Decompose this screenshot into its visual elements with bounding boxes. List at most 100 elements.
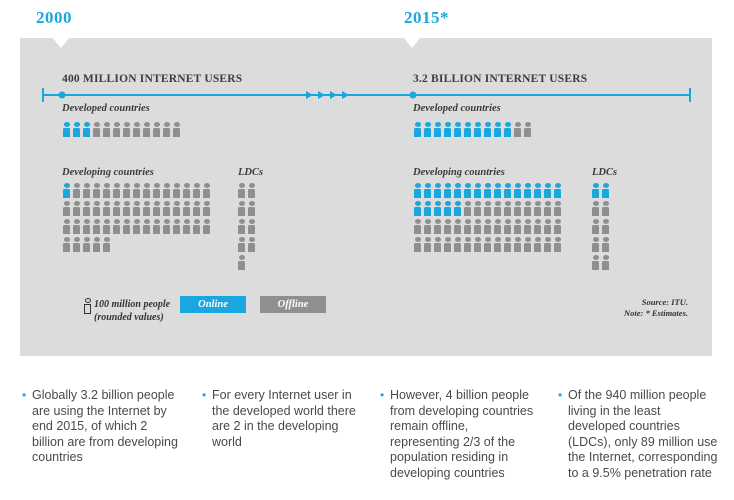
person-offline-icon: [173, 219, 180, 234]
person-online-icon: [484, 183, 491, 198]
bullet-3: • However, 4 billion people from developi…: [380, 388, 540, 481]
person-online-icon: [63, 122, 70, 137]
person-offline-icon: [484, 201, 491, 216]
person-online-icon: [454, 183, 461, 198]
person-offline-icon: [73, 219, 80, 234]
person-offline-icon: [133, 122, 140, 137]
person-online-icon: [444, 183, 451, 198]
source-note: Source: ITU. Note: * Estimates.: [624, 297, 688, 319]
person-offline-icon: [484, 237, 491, 252]
person-offline-icon: [153, 201, 160, 216]
person-online-icon: [444, 201, 451, 216]
person-offline-icon: [143, 183, 150, 198]
ldc-label-2000: LDCs: [238, 167, 264, 178]
person-offline-icon: [524, 237, 531, 252]
person-offline-icon: [514, 122, 521, 137]
person-offline-icon: [163, 201, 170, 216]
person-offline-icon: [83, 219, 90, 234]
person-online-icon: [444, 122, 451, 137]
person-offline-icon: [544, 237, 551, 252]
person-offline-icon: [238, 183, 245, 198]
person-offline-icon: [554, 219, 561, 234]
person-offline-icon: [414, 219, 421, 234]
bullet-dot-icon: •: [202, 388, 207, 402]
person-offline-icon: [554, 201, 561, 216]
person-offline-icon: [183, 219, 190, 234]
person-offline-icon: [163, 183, 170, 198]
person-offline-icon: [83, 237, 90, 252]
developed-grid-2000: [63, 122, 180, 137]
person-offline-icon: [464, 219, 471, 234]
person-offline-icon: [504, 201, 511, 216]
person-online-icon: [414, 201, 421, 216]
person-offline-icon: [103, 122, 110, 137]
person-offline-icon: [103, 183, 110, 198]
person-offline-icon: [203, 219, 210, 234]
bullet-text: For every Internet user in the developed…: [212, 388, 356, 449]
person-offline-icon: [123, 183, 130, 198]
year-2000-label: 2000: [36, 8, 72, 27]
person-offline-icon: [153, 122, 160, 137]
person-offline-icon: [93, 183, 100, 198]
person-offline-icon: [494, 219, 501, 234]
person-online-icon: [554, 183, 561, 198]
heading-2015: 3.2 BILLION INTERNET USERS: [413, 73, 588, 85]
developed-grid-2015: [414, 122, 531, 137]
person-offline-icon: [63, 237, 70, 252]
person-offline-icon: [238, 201, 245, 216]
year-2015-label: 2015*: [404, 8, 449, 27]
person-offline-icon: [163, 122, 170, 137]
timeline-marker-2015: [409, 91, 417, 99]
person-offline-icon: [602, 219, 609, 234]
person-offline-icon: [133, 219, 140, 234]
person-online-icon: [534, 183, 541, 198]
person-offline-icon: [238, 219, 245, 234]
person-offline-icon: [414, 237, 421, 252]
person-offline-icon: [534, 219, 541, 234]
heading-2000: 400 MILLION INTERNET USERS: [62, 73, 243, 85]
person-offline-icon: [534, 201, 541, 216]
bullet-text: Of the 940 million people living in the …: [568, 388, 718, 480]
person-online-icon: [454, 201, 461, 216]
developing-label-2000: Developing countries: [62, 167, 154, 178]
person-online-icon: [424, 201, 431, 216]
person-online-icon: [414, 183, 421, 198]
person-online-icon: [464, 122, 471, 137]
person-offline-icon: [524, 219, 531, 234]
person-offline-icon: [113, 219, 120, 234]
person-offline-icon: [504, 219, 511, 234]
timeline: [42, 88, 691, 102]
person-offline-icon: [113, 201, 120, 216]
person-online-icon: [514, 183, 521, 198]
person-offline-icon: [454, 237, 461, 252]
note-line: Note: * Estimates.: [624, 308, 688, 318]
person-offline-icon: [173, 201, 180, 216]
person-online-icon: [504, 183, 511, 198]
person-offline-icon: [602, 201, 609, 216]
developing-grid-2015: [414, 183, 561, 252]
person-offline-icon: [133, 201, 140, 216]
person-online-icon: [424, 122, 431, 137]
person-offline-icon: [504, 237, 511, 252]
person-offline-icon: [103, 201, 110, 216]
ldc-grid-2015: [592, 183, 609, 270]
person-online-icon: [494, 122, 501, 137]
person-offline-icon: [123, 201, 130, 216]
person-offline-icon: [494, 237, 501, 252]
person-offline-icon: [193, 201, 200, 216]
person-offline-icon: [424, 219, 431, 234]
person-offline-icon: [248, 201, 255, 216]
person-offline-icon: [153, 219, 160, 234]
developed-label-2015: Developed countries: [413, 103, 501, 114]
person-offline-icon: [434, 237, 441, 252]
person-offline-icon: [602, 237, 609, 252]
person-offline-icon: [474, 201, 481, 216]
person-online-icon: [434, 183, 441, 198]
bullet-dot-icon: •: [380, 388, 385, 402]
person-offline-icon: [464, 237, 471, 252]
ldc-label-2015: LDCs: [592, 167, 618, 178]
person-offline-icon: [203, 201, 210, 216]
person-offline-icon: [73, 201, 80, 216]
person-online-icon: [494, 183, 501, 198]
bullet-4: • Of the 940 million people living in the…: [558, 388, 718, 481]
